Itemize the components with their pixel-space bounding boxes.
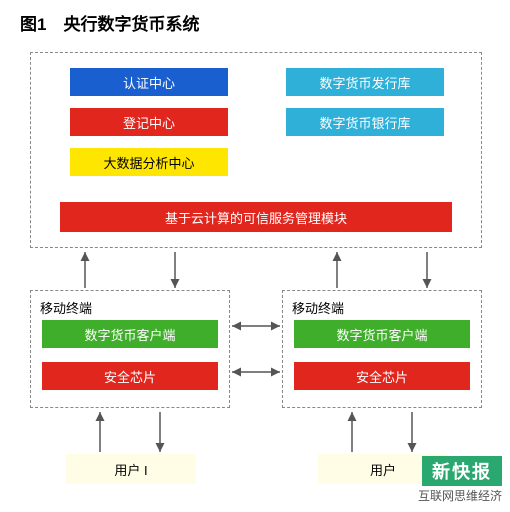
watermark-sub: 互联网思维经济: [418, 487, 502, 504]
terminal-1-cell-1: 安全芯片: [294, 362, 470, 390]
central-cell-3: 数字货币银行库: [286, 108, 444, 136]
terminal-1-cell-0: 数字货币客户端: [294, 320, 470, 348]
central-cell-2: 登记中心: [70, 108, 228, 136]
user-box-0: 用户 I: [66, 454, 196, 484]
terminal-0-cell-1: 安全芯片: [42, 362, 218, 390]
central-cell-4: 大数据分析中心: [70, 148, 228, 176]
figure-title: 图1 央行数字货币系统: [0, 0, 510, 43]
watermark-badge: 新快报: [422, 456, 502, 486]
terminal-label-0: 移动终端: [40, 298, 92, 317]
central-cell-1: 数字货币发行库: [286, 68, 444, 96]
terminal-0-cell-0: 数字货币客户端: [42, 320, 218, 348]
terminal-label-1: 移动终端: [292, 298, 344, 317]
central-cell-5: 基于云计算的可信服务管理模块: [60, 202, 452, 232]
central-cell-0: 认证中心: [70, 68, 228, 96]
